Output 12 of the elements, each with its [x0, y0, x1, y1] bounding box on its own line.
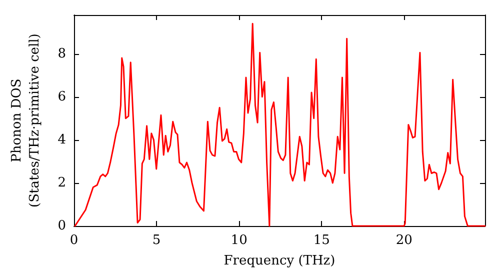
y-tick-label: 6	[58, 89, 66, 104]
y-axis-title: Phonon DOS (States/THz·primitive cell)	[10, 33, 42, 208]
x-tick-label: 5	[152, 233, 161, 248]
x-tick-label: 15	[313, 233, 330, 248]
y-tick-label: 8	[58, 46, 66, 62]
y-tick-label: 4	[58, 132, 66, 148]
x-tick-label: 0	[70, 233, 78, 248]
x-tick-label: 10	[230, 233, 248, 248]
y-tick-label: 2	[58, 175, 66, 190]
x-tick-label: 20	[396, 233, 412, 248]
x-axis-title: Frequency (THz)	[224, 253, 336, 268]
y-tick-label: 0	[58, 218, 66, 234]
